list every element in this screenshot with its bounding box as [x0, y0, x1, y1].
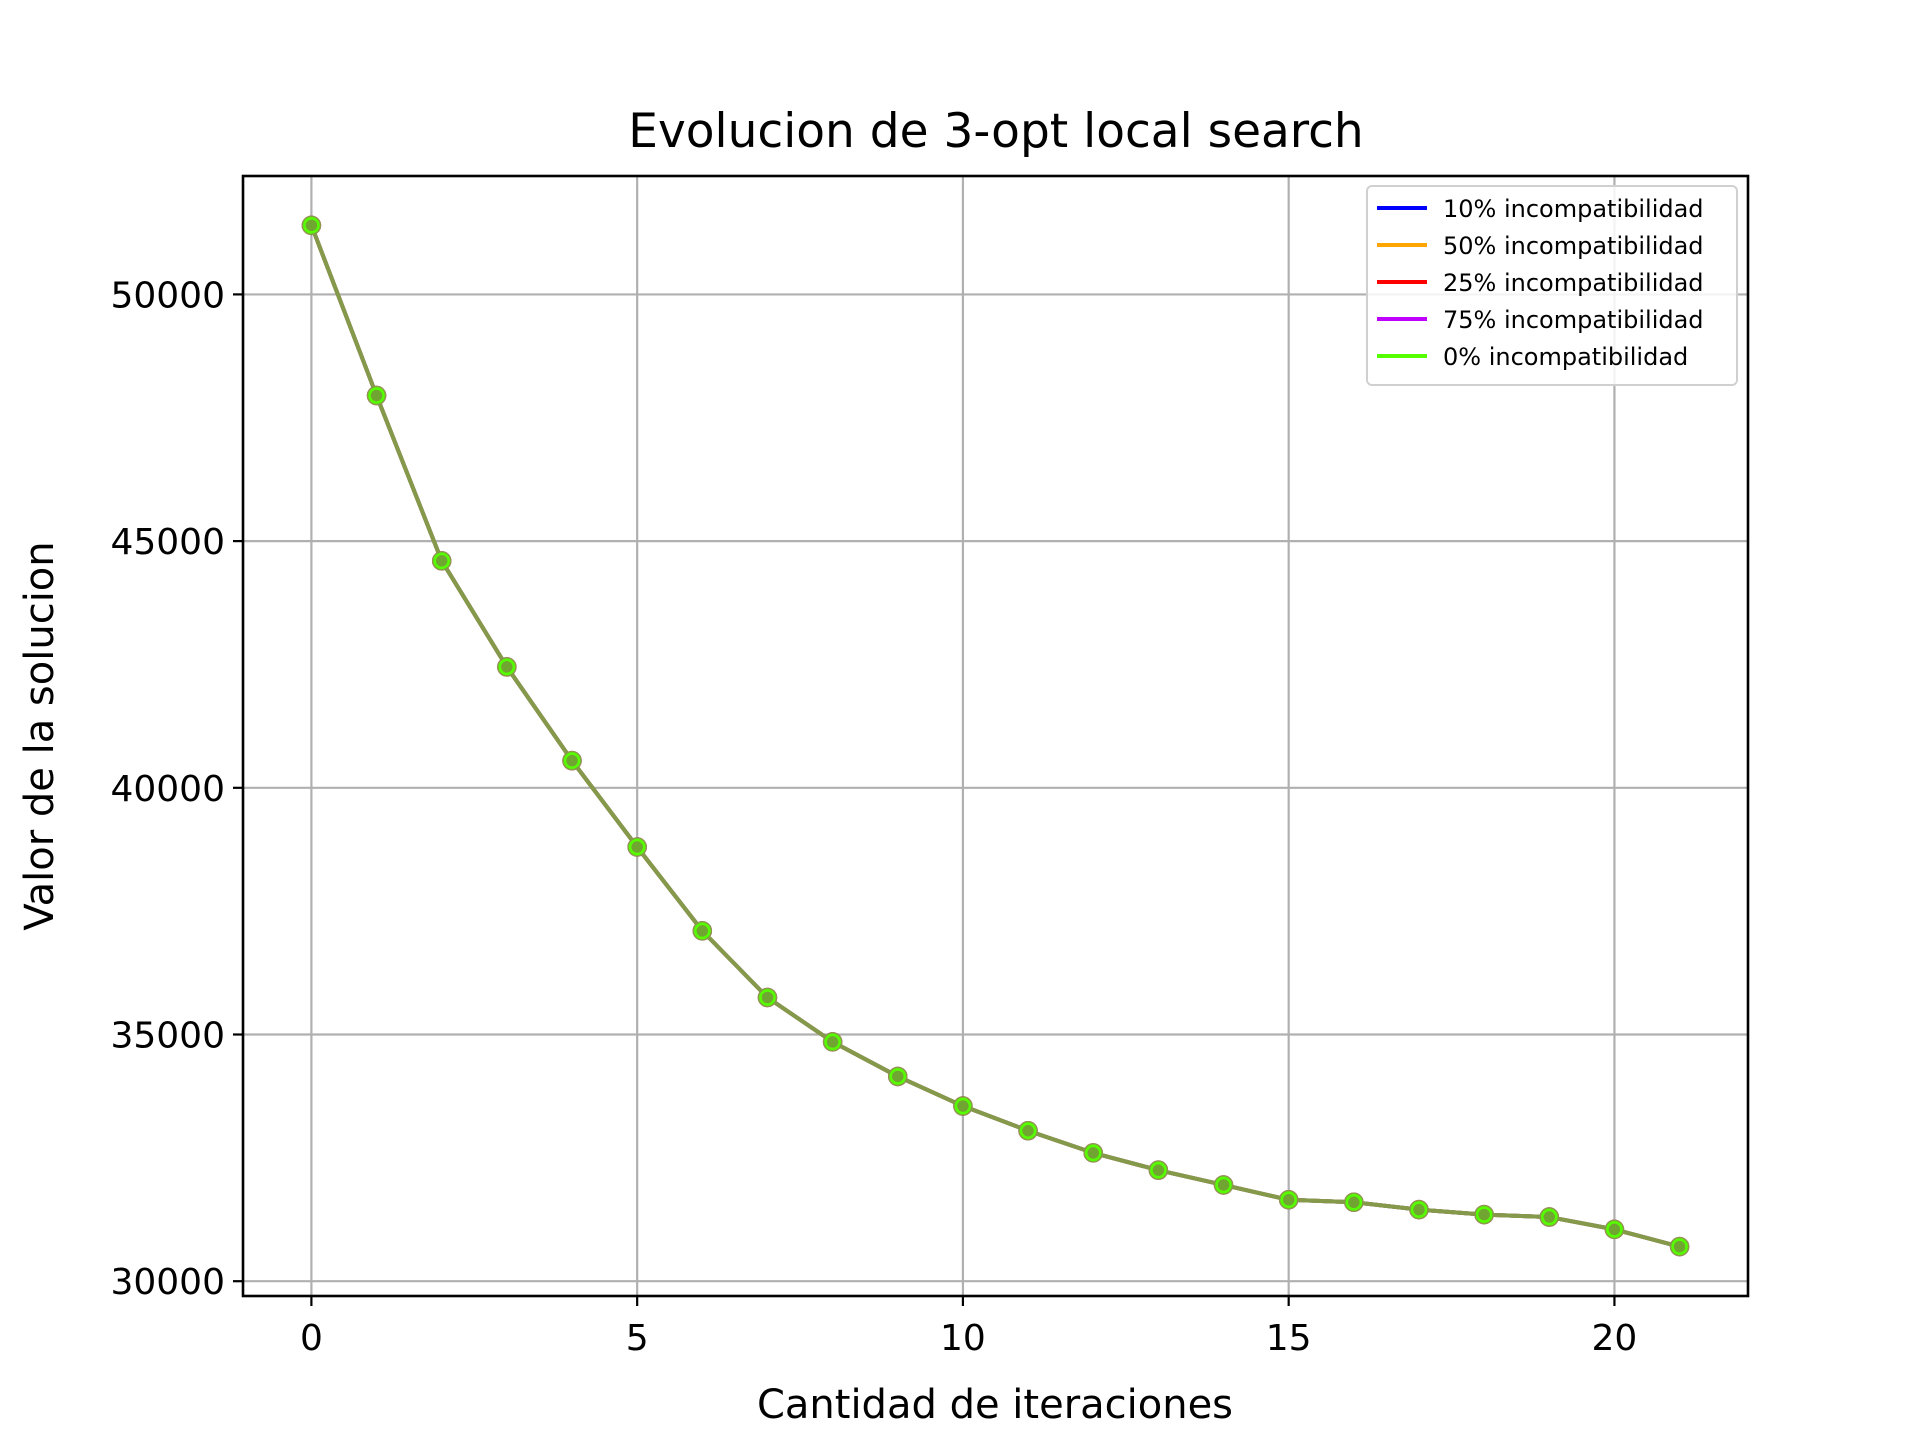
x-tick-label-2: 10 [940, 1318, 986, 1359]
overlay-point-14 [1215, 1176, 1232, 1194]
legend-label-4: 0% incompatibilidad [1443, 343, 1688, 371]
overlay-point-16 [1345, 1194, 1363, 1211]
x-tick-label-0: 0 [300, 1318, 323, 1359]
overlay-point-11 [1019, 1122, 1037, 1139]
overlay-point-1 [368, 387, 385, 404]
x-axis-ticks: 0 5 10 15 20 [300, 1296, 1637, 1359]
plot-frame [241, 174, 1750, 1298]
overlay-point-12 [1084, 1144, 1102, 1162]
overlay-point-8 [824, 1033, 841, 1051]
overlay-point-15 [1280, 1191, 1297, 1209]
overlay-point-21 [1671, 1238, 1688, 1255]
overlay-point-7 [759, 989, 776, 1006]
y-tick-label-0: 30000 [110, 1262, 225, 1303]
legend-label-1: 50% incompatibilidad [1443, 232, 1704, 260]
overlay-point-19 [1541, 1208, 1558, 1226]
overlay-point-0 [303, 217, 320, 234]
y-tick-label-4: 50000 [110, 275, 225, 316]
series-overlay-line [309, 224, 1681, 1249]
y-tick-label-3: 45000 [110, 522, 225, 563]
overlay-point-5 [628, 838, 646, 856]
legend-label-0: 10% incompatibilidad [1443, 195, 1704, 223]
x-tick-label-4: 20 [1592, 1318, 1638, 1359]
overlay-point-10 [954, 1097, 972, 1115]
y-tick-label-1: 35000 [110, 1016, 225, 1057]
overlay-point-4 [563, 752, 581, 769]
y-axis-label: Valor de la solucion [17, 541, 63, 930]
overlay-point-6 [694, 922, 711, 940]
x-tick-label-1: 5 [626, 1318, 649, 1359]
overlay-point-3 [498, 658, 516, 676]
legend-box [1366, 185, 1738, 386]
overlay-point-9 [889, 1068, 907, 1085]
overlay-point-20 [1606, 1221, 1623, 1238]
legend-label-2: 25% incompatibilidad [1443, 269, 1704, 297]
chart-title: Evolucion de 3-opt local search [628, 104, 1363, 159]
overlay-point-13 [1150, 1161, 1167, 1179]
y-axis-ticks: 30000 35000 40000 45000 50000 [110, 275, 243, 1303]
legend-label-3: 75% incompatibilidad [1443, 306, 1704, 334]
x-axis-label: Cantidad de iteraciones [757, 1382, 1233, 1428]
overlay-point-2 [433, 552, 450, 570]
x-tick-label-3: 15 [1266, 1318, 1312, 1359]
plot-series [301, 215, 1690, 1257]
legend: 10% incompatibilidad 50% incompatibilidad… [1366, 185, 1738, 386]
overlay-point-18 [1475, 1206, 1493, 1223]
overlay-point-17 [1410, 1201, 1428, 1218]
y-tick-label-2: 40000 [110, 769, 225, 810]
